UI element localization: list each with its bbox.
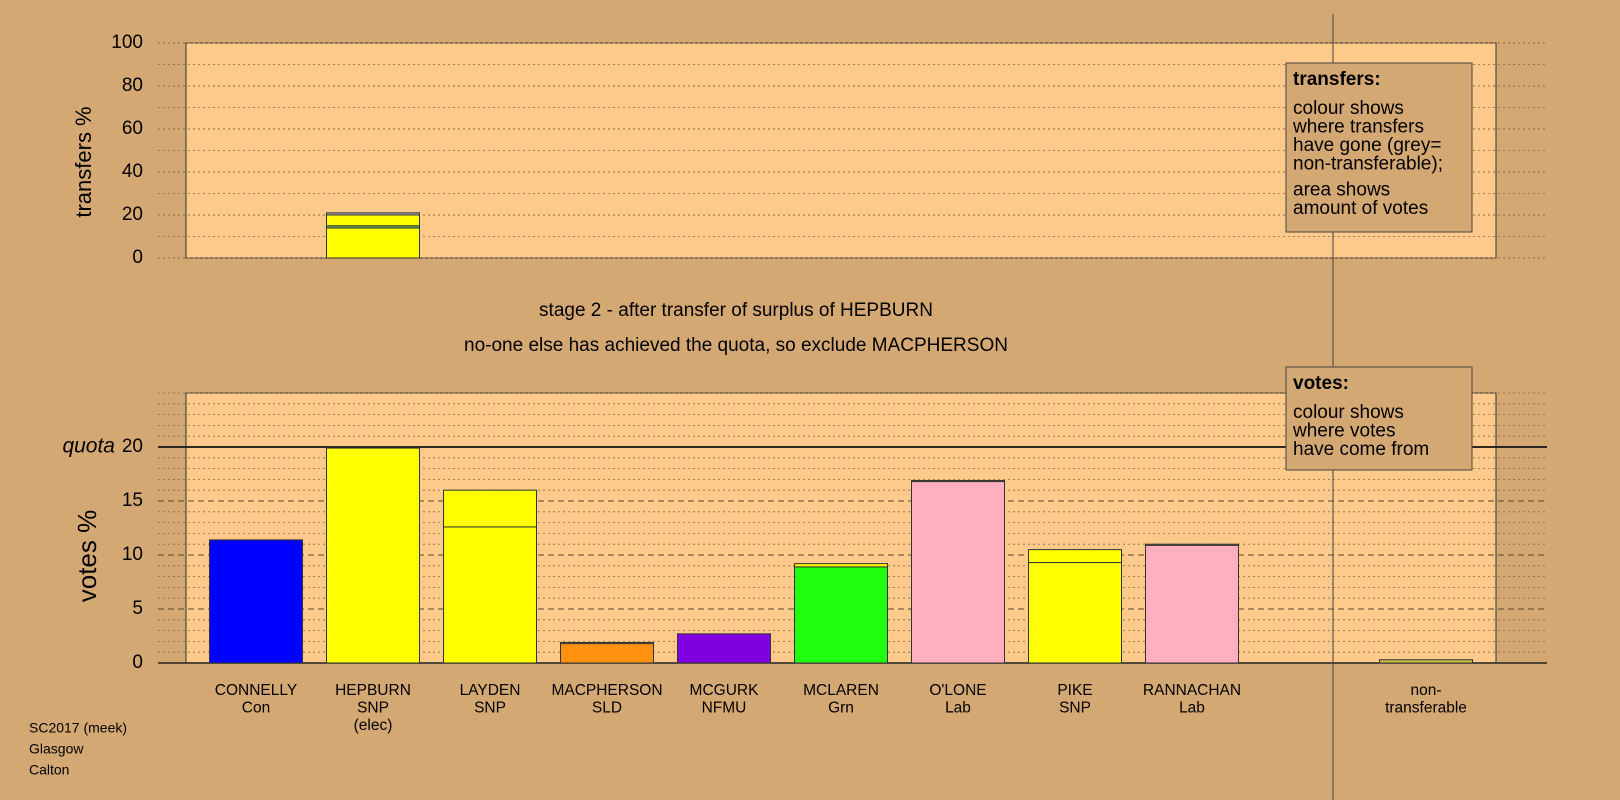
legend-box (1285, 366, 1473, 471)
x-tick-label: SNP (357, 700, 389, 717)
x-tick-label: SNP (1059, 700, 1091, 717)
y-tick-label: 0 (132, 247, 143, 268)
bar-segment (677, 633, 771, 664)
legend-text: have come from (1293, 439, 1429, 460)
y-tick-label: 10 (122, 544, 143, 565)
stage-title: stage 2 - after transfer of surplus of H… (539, 300, 933, 321)
legend-text: colour shows (1293, 98, 1404, 119)
legend-title: votes: (1293, 373, 1349, 394)
y-tick-label: 40 (122, 161, 143, 182)
legend-title: transfers: (1293, 69, 1381, 90)
x-tick-label: SNP (474, 700, 506, 717)
x-tick-label: RANNACHAN (1143, 682, 1241, 699)
y-tick-label: 20 (122, 204, 143, 225)
x-tick-label: Lab (945, 700, 971, 717)
bar-segment (326, 212, 420, 216)
bar-segment (911, 481, 1005, 664)
bar-segment (1028, 562, 1122, 664)
x-tick-label: non- (1410, 682, 1441, 699)
x-tick-label: transferable (1385, 700, 1467, 717)
bar-segment (560, 641, 654, 645)
stage-subtitle: no-one else has achieved the quota, so e… (464, 335, 1008, 356)
x-tick-label: PIKE (1057, 682, 1092, 699)
y-tick-label: 20 (122, 436, 143, 457)
x-tick-label: NFMU (702, 700, 747, 717)
x-tick-label: Grn (828, 700, 854, 717)
y-tick-label: 100 (111, 32, 143, 53)
x-tick-label: MCGURK (690, 682, 760, 699)
bar-segment (911, 479, 1005, 483)
legend-text: have gone (grey= (1293, 135, 1441, 156)
x-tick-label: LAYDEN (460, 682, 521, 699)
x-tick-label: Lab (1179, 700, 1205, 717)
bar-segment (794, 563, 888, 568)
x-tick-label: MCLAREN (803, 682, 879, 699)
legend-text: non-transferable); (1293, 154, 1443, 175)
bar-segment (1145, 544, 1239, 664)
legend-text: amount of votes (1293, 198, 1428, 219)
y-tick-label: 80 (122, 75, 143, 96)
y-tick-label: 15 (122, 490, 143, 511)
y-tick-label: 5 (132, 598, 143, 619)
quota-label: quota (62, 435, 115, 458)
y-tick-label: 0 (132, 652, 143, 673)
bar-segment (1145, 543, 1239, 546)
bar-segment (794, 566, 888, 664)
bar-segment (560, 643, 654, 664)
x-tick-label: MACPHERSON (551, 682, 662, 699)
x-tick-label: Con (242, 700, 270, 717)
x-tick-label: CONNELLY (215, 682, 297, 699)
bar-segment (1028, 549, 1122, 564)
footer-text: SC2017 (meek) (29, 720, 127, 736)
y-axis-label: transfers % (71, 106, 96, 217)
legend-text: where votes (1292, 421, 1395, 442)
legend-box (1285, 62, 1473, 233)
bar-segment (326, 447, 420, 664)
bar-segment (326, 214, 420, 227)
x-tick-label: O'LONE (929, 682, 986, 699)
x-tick-label: HEPBURN (335, 682, 411, 699)
bar-segment (443, 526, 537, 664)
x-tick-label: SLD (592, 700, 622, 717)
y-tick-label: 60 (122, 118, 143, 139)
legend-text: colour shows (1293, 402, 1404, 423)
legend-text: where transfers (1292, 117, 1424, 138)
bar-segment (326, 227, 420, 259)
x-tick-label: (elec) (354, 717, 393, 734)
footer-text: Calton (29, 762, 69, 778)
legend-text: area shows (1293, 180, 1390, 201)
bar-segment (1379, 659, 1473, 664)
bar-segment (443, 489, 537, 528)
bar-segment (209, 539, 303, 664)
y-axis-label: votes % (72, 510, 102, 603)
footer-text: Glasgow (29, 741, 84, 757)
